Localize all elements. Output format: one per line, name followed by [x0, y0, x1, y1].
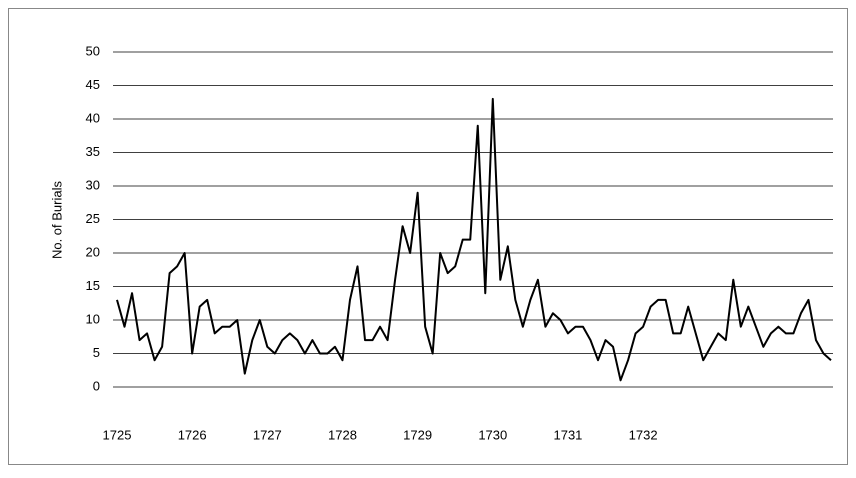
chart-border: [8, 8, 848, 465]
y-tick-label: 20: [86, 244, 100, 259]
y-tick-label: 5: [93, 345, 100, 360]
y-tick-label: 15: [86, 278, 100, 293]
y-tick-label: 45: [86, 77, 100, 92]
x-tick-label: 1729: [403, 427, 432, 442]
x-tick-label: 1731: [553, 427, 582, 442]
y-tick-label: 50: [86, 43, 100, 58]
x-tick-label: 1732: [629, 427, 658, 442]
x-tick-label: 1728: [328, 427, 357, 442]
x-tick-label: 1725: [103, 427, 132, 442]
y-axis-label: No. of Burials: [49, 180, 64, 259]
y-tick-label: 10: [86, 311, 100, 326]
x-tick-label: 1726: [178, 427, 207, 442]
y-tick-label: 25: [86, 211, 100, 226]
y-tick-label: 30: [86, 177, 100, 192]
data-line: [116, 97, 832, 382]
x-tick-label: 1727: [253, 427, 282, 442]
y-tick-label: 40: [86, 110, 100, 125]
y-tick-label: 0: [93, 378, 100, 393]
x-tick-label: 1730: [478, 427, 507, 442]
y-tick-label: 35: [86, 144, 100, 159]
